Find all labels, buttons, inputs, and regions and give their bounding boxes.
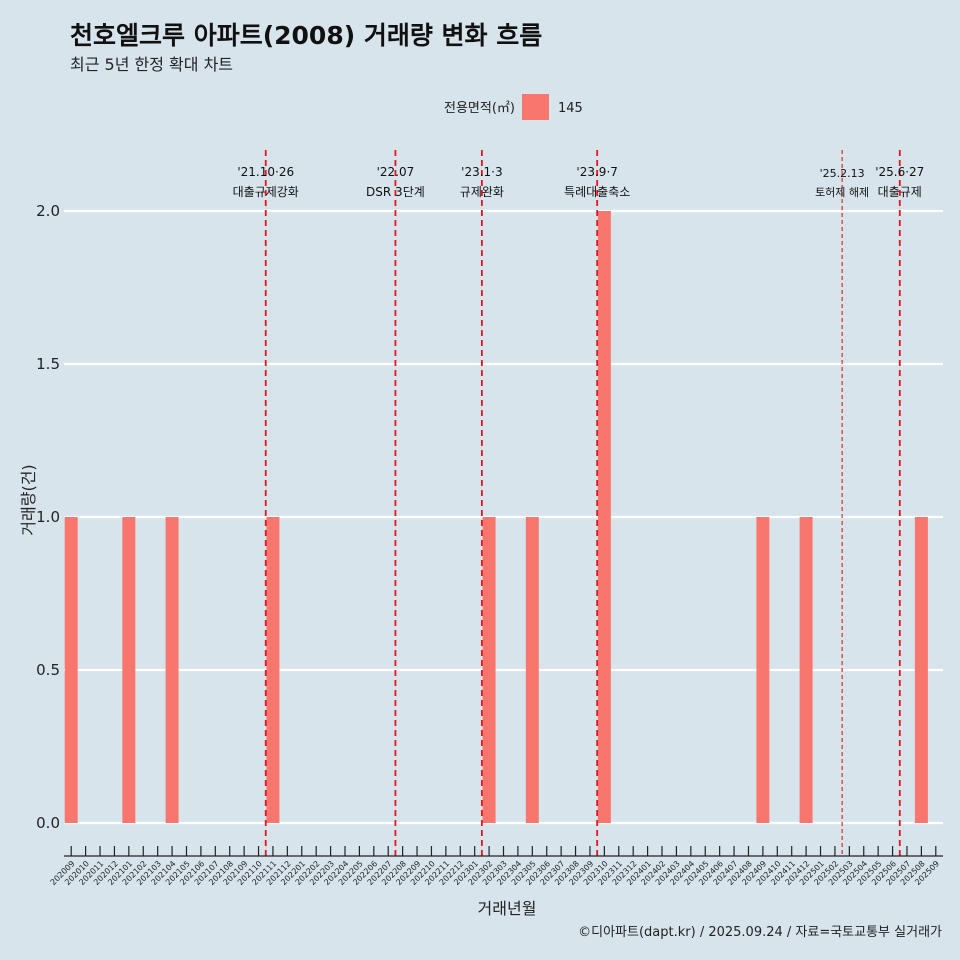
y-tick-label: 2.0 [36,202,60,220]
legend-label: 145 [558,101,583,116]
bar-202111 [266,517,280,823]
event-date-label: '25.2.13 [820,167,865,180]
y-axis-label: 거래량(건) [19,464,38,535]
bars [64,211,928,823]
event-lines: '21.10·26 대출규제강화 '22.07 DSR 3단계 '23.1·3 규제완화 '… [233,150,924,856]
bar-202302 [482,517,496,823]
bar-202305 [525,517,539,823]
legend-title: 전용면적(㎡) [444,101,515,116]
y-tick-label: 1.0 [36,508,60,526]
y-tick-label: 0.5 [36,661,60,679]
bar-202412 [799,517,813,823]
bar-202101 [122,517,136,823]
event-label: 대출규제 [878,185,922,199]
event-date-label: '23.1·3 [461,165,502,179]
bar-202508 [914,517,928,823]
x-axis-label: 거래년월 [478,899,537,918]
y-tick-label: 0.0 [36,814,60,832]
bar-202310 [597,211,611,823]
event-label: DSR 3단계 [366,185,425,199]
bar-202104 [165,517,179,823]
bar-202409 [756,517,770,823]
bar-202009 [64,517,78,823]
event-date-label: '25.6·27 [875,165,924,179]
event-label: 토허제 해제 [815,185,869,199]
event-date-label: '21.10·26 [237,165,294,179]
y-axis: 0.0 0.5 1.0 1.5 2.0 [36,202,60,832]
x-axis: 2020092020102020112020122021012021022021… [49,846,943,887]
event-label: 대출규제강화 [233,185,299,199]
chart-title: 천호엘크루 아파트(2008) 거래량 변화 흐름 [70,21,542,50]
legend-swatch [522,94,549,120]
legend: 전용면적(㎡) 145 [444,94,583,120]
y-tick-label: 1.5 [36,355,60,373]
gridlines [64,209,943,825]
caption: ©디아파트(dapt.kr) / 2025.09.24 / 자료=국토교통부 실… [578,925,942,940]
chart-subtitle: 최근 5년 한정 확대 차트 [70,55,233,74]
event-date-label: '22.07 [377,165,415,179]
event-date-label: '23.9·7 [576,165,617,179]
event-label: 규제완화 [460,185,504,199]
event-label: 특례대출축소 [564,185,630,199]
